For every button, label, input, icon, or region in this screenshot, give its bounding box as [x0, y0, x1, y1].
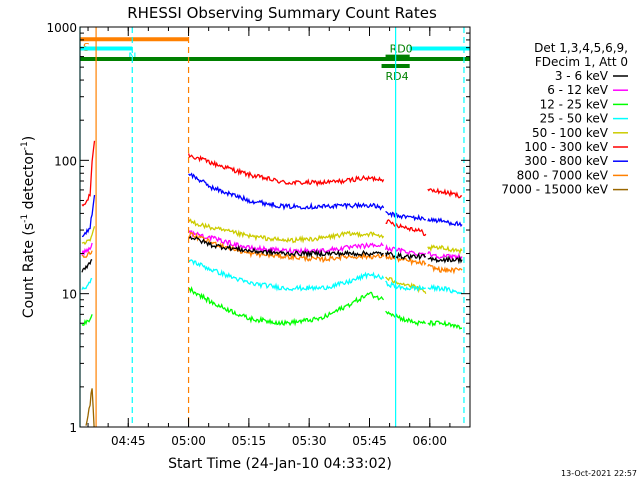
y-axis-label-end: ): [21, 136, 37, 141]
y-axis-label: Count Rate (s-1 detector-1): [20, 136, 37, 318]
series-100-300-kev-segment-1: [81, 140, 96, 207]
series-25-50-kev-segment-3: [385, 280, 426, 292]
series-800-7000-kev-segment-3: [384, 253, 427, 267]
legend-header-line-2: FDecim 1, Att 0: [535, 55, 628, 69]
series-300-800-kev-segment-2: [188, 172, 385, 211]
series-6-12-kev-segment-2: [188, 230, 384, 255]
legend-label-50-100-kev: 50 - 100 keV: [532, 126, 609, 140]
plot-frame: [79, 26, 471, 428]
legend-label-6-12-kev: 6 - 12 keV: [547, 83, 609, 97]
series-25-50-kev-segment-1: [81, 277, 93, 290]
flag-label-n: N: [128, 50, 136, 63]
series-50-100-kev-segment-1: [81, 226, 96, 246]
series-300-800-kev-segment-4: [427, 216, 463, 228]
series-6-12-kev-segment-4: [427, 251, 463, 261]
date-stamp: 13-Oct-2021 22:57: [561, 469, 637, 478]
x-tick-label-06-00: 06:00: [412, 434, 447, 448]
y-tick-label-1000: 1000: [46, 21, 77, 35]
flag-label-rd4: RD4: [386, 70, 409, 83]
y-axis-label-exp2: -1: [20, 141, 30, 150]
series-100-300-kev-segment-2: [187, 153, 385, 187]
y-tick-label-1: 1: [69, 421, 77, 435]
legend-header-line-1: Det 1,3,4,5,6,9,: [534, 41, 628, 55]
legend: Det 1,3,4,5,6,9, FDecim 1, Att 0 3 - 6 k…: [501, 41, 628, 197]
series-12-25-kev-segment-3: [385, 310, 426, 327]
legend-label-3-6-kev: 3 - 6 keV: [555, 69, 609, 83]
flag-label-rd0: RD0: [390, 43, 413, 56]
series-25-50-kev-segment-4: [427, 283, 463, 295]
x-tick-label-05-15: 05:15: [232, 434, 267, 448]
series-12-25-kev-segment-4: [427, 319, 463, 330]
legend-label-7000-15000-kev: 7000 - 15000 keV: [501, 183, 608, 197]
x-tick-label-05-00: 05:00: [171, 434, 206, 448]
series-300-800-kev-segment-3: [385, 210, 427, 222]
series-300-800-kev-segment-1: [81, 194, 96, 238]
series-25-50-kev-segment-2: [188, 259, 385, 292]
x-tick-label-04-45: 04:45: [111, 434, 146, 448]
y-axis-label-exp1: -1: [20, 214, 30, 223]
series-7000-15000-kev-segment-1: [85, 388, 95, 428]
series-100-300-kev-segment-3: [385, 219, 427, 237]
x-tick-label-05-45: 05:45: [352, 434, 387, 448]
series-800-7000-kev-segment-4: [427, 263, 463, 275]
chart-title: RHESSI Observing Summary Count Rates: [127, 4, 437, 22]
legend-label-300-800-kev: 300 - 800 keV: [524, 154, 608, 168]
series-50-100-kev-segment-2: [188, 218, 385, 244]
plot-area: [81, 140, 463, 428]
series-3-6-kev-segment-4: [427, 255, 463, 265]
series-12-25-kev-segment-2: [188, 285, 385, 327]
legend-label-25-50-kev: 25 - 50 keV: [540, 112, 609, 126]
y-axis-label-main: Count Rate (s: [21, 223, 37, 318]
y-tick-label-100: 100: [54, 154, 77, 168]
series-12-25-kev-segment-1: [81, 314, 93, 327]
y-axis-label-mid: detector: [21, 150, 37, 214]
x-axis-label: Start Time (24-Jan-10 04:33:02): [168, 456, 392, 472]
x-tick-label-05-30: 05:30: [292, 434, 327, 448]
series-800-7000-kev-segment-1: [81, 250, 93, 259]
series-50-100-kev-segment-3: [385, 276, 427, 294]
series-100-300-kev-segment-4: [427, 187, 463, 199]
legend-label-100-300-kev: 100 - 300 keV: [524, 140, 608, 154]
series-3-6-kev-segment-1: [81, 259, 93, 273]
legend-label-12-25-kev: 12 - 25 keV: [540, 97, 609, 111]
series-6-12-kev-segment-1: [81, 242, 93, 257]
legend-label-800-7000-kev: 800 - 7000 keV: [517, 168, 609, 182]
series-800-7000-kev-segment-2: [188, 231, 385, 264]
series-3-6-kev-segment-3: [384, 250, 427, 261]
series-50-100-kev-segment-4: [427, 244, 463, 255]
series-3-6-kev-segment-2: [188, 235, 384, 259]
axes: 1 10 100 1000 04:45 05:00 05:15 05:30 05:45 06:00: [46, 21, 471, 448]
flag-bars: SNRD0RD4: [80, 37, 470, 83]
y-tick-label-10: 10: [62, 288, 77, 302]
